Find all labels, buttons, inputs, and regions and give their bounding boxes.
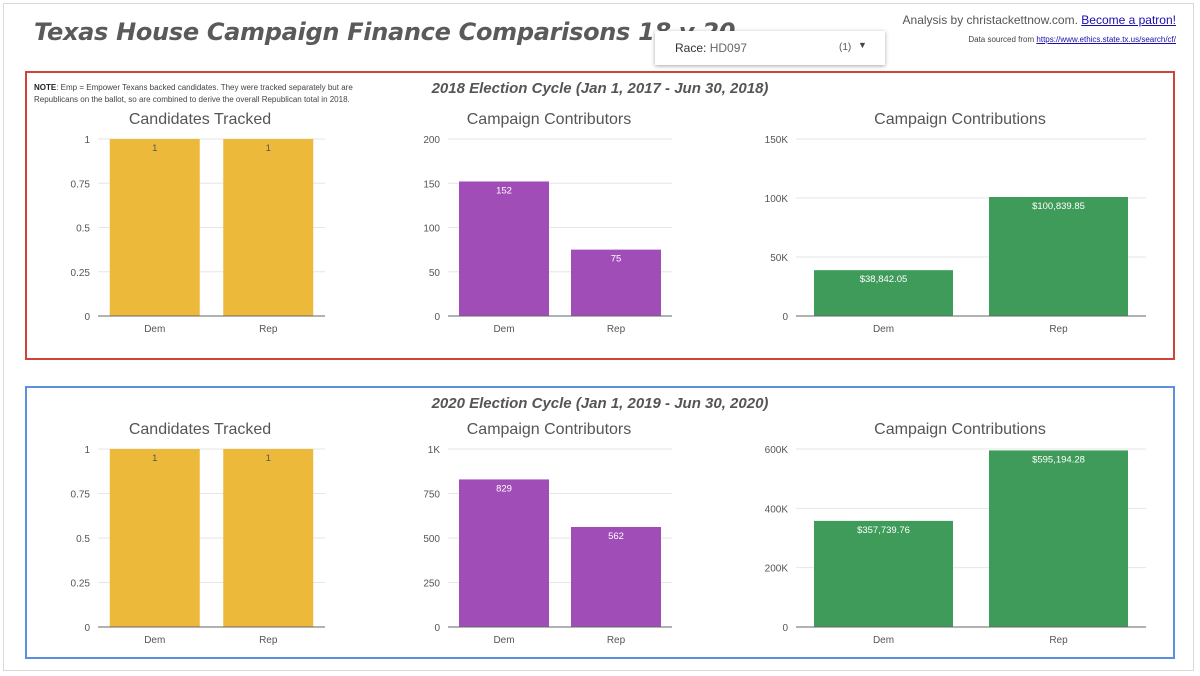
2018-candidates-tracked-bar-rep	[223, 139, 314, 316]
2020-campaign-contributions-x-tick-label-rep: Rep	[1049, 635, 1068, 646]
2018-candidates-tracked-y-tick-label: 0.25	[71, 268, 91, 279]
2018-campaign-contributors-bar-dem	[459, 181, 549, 316]
2018-campaign-contributors-x-tick-label-dem: Dem	[493, 324, 514, 335]
note-text: : Emp = Empower Texans backed candidates…	[34, 83, 353, 104]
2018-campaign-contributions-data-label-dem: $38,842.05	[860, 274, 908, 285]
2020-candidates-tracked-y-tick-label: 0.25	[71, 579, 91, 590]
2018-campaign-contributions-x-tick-label-dem: Dem	[873, 324, 894, 335]
2018-campaign-contributions-bar-dem	[814, 270, 953, 316]
2018-campaign-contributors-x-tick-label-rep: Rep	[607, 324, 626, 335]
report-title: Texas House Campaign Finance Comparisons…	[34, 18, 736, 46]
2020-candidates-tracked-bar-dem	[109, 449, 200, 627]
2018-campaign-contributors-y-tick-label: 150	[423, 179, 440, 190]
2020-campaign-contributors-x-tick-label-rep: Rep	[607, 635, 626, 646]
2020-candidates-tracked-bar-rep	[223, 449, 314, 627]
2020-candidates-tracked-y-tick-label: 0	[84, 623, 90, 634]
2020-campaign-contributions-bar-dem	[814, 520, 953, 627]
2018-campaign-contributions-bar-rep	[989, 197, 1128, 316]
race-filter-value: HD097	[709, 41, 748, 55]
2020-campaign-contributors-bar-dem	[459, 479, 549, 627]
2018-candidates-tracked-y-tick-label: 0.5	[76, 224, 90, 235]
source-text: Data sourced from	[968, 35, 1035, 44]
2018-campaign-contributors-y-tick-label: 0	[434, 312, 440, 323]
2020-candidates-tracked-y-tick-label: 0.5	[76, 534, 90, 545]
2020-campaign-contributors-bar-rep	[571, 526, 661, 627]
2020-campaign-contributors-y-tick-label: 750	[423, 490, 440, 501]
race-filter-dropdown[interactable]: Race: HD097 (1) ▼	[655, 31, 885, 65]
2020-campaign-contributions-y-tick-label: 200K	[765, 564, 789, 575]
chart-title-2020-contributors: Campaign Contributors	[466, 421, 632, 438]
2020-campaign-contributions-y-tick-label: 0	[782, 623, 788, 634]
cycle-2020-title: 2020 Election Cycle (Jan 1, 2019 - Jun 3…	[431, 395, 769, 412]
empower-note: NOTE: Emp = Empower Texans backed candid…	[34, 82, 384, 106]
2018-campaign-contributors-y-tick-label: 100	[423, 224, 440, 235]
2018-candidates-tracked-y-tick-label: 0	[84, 312, 90, 323]
2020-campaign-contributions-y-tick-label: 400K	[765, 504, 789, 515]
2020-candidates-tracked-data-label-rep: 1	[266, 453, 271, 464]
2020-candidates-tracked-data-label-dem: 1	[152, 453, 157, 464]
2020-campaign-contributions-data-label-rep: $595,194.28	[1032, 454, 1085, 465]
2018-candidates-tracked-y-tick-label: 1	[84, 135, 90, 146]
2018-campaign-contributions-x-tick-label-rep: Rep	[1049, 324, 1068, 335]
2018-campaign-contributions-data-label-rep: $100,839.85	[1032, 201, 1085, 212]
2018-campaign-contributions-y-tick-label: 100K	[765, 194, 789, 205]
chevron-down-icon[interactable]: ▼	[858, 40, 867, 50]
2018-campaign-contributions-y-tick-label: 50K	[770, 253, 788, 264]
2018-campaign-contributors-data-label-dem: 152	[496, 185, 512, 196]
note-label: NOTE	[34, 83, 57, 92]
analysis-credit: Analysis by christackettnow.com. Become …	[903, 13, 1176, 27]
2020-campaign-contributions-data-label-dem: $357,739.76	[857, 525, 910, 536]
patron-link[interactable]: Become a patron!	[1081, 13, 1176, 27]
2018-candidates-tracked-bar-dem	[109, 139, 200, 316]
2018-campaign-contributors-y-tick-label: 200	[423, 135, 440, 146]
cycle-2018-panel	[25, 71, 1175, 360]
2020-campaign-contributors-x-tick-label-dem: Dem	[493, 635, 514, 646]
2018-campaign-contributions-y-tick-label: 0	[782, 312, 788, 323]
analysis-text: Analysis by christackettnow.com.	[902, 13, 1078, 27]
2020-campaign-contributions-x-tick-label-dem: Dem	[873, 635, 894, 646]
2020-campaign-contributors-data-label-rep: 562	[608, 531, 624, 542]
chart-title-2020-candidates: Candidates Tracked	[128, 421, 272, 438]
cycle-2020-panel	[25, 386, 1175, 659]
2020-campaign-contributors-y-tick-label: 250	[423, 579, 440, 590]
race-filter-count: (1)	[839, 42, 852, 53]
2018-candidates-tracked-data-label-rep: 1	[266, 143, 271, 154]
2020-candidates-tracked-x-tick-label-dem: Dem	[144, 635, 165, 646]
2020-campaign-contributors-data-label-dem: 829	[496, 483, 512, 494]
chart-title-2018-candidates: Candidates Tracked	[128, 111, 272, 128]
2020-campaign-contributions-y-tick-label: 600K	[765, 445, 789, 456]
data-source: Data sourced from https://www.ethics.sta…	[968, 35, 1176, 44]
chart-title-2020-contributions: Campaign Contributions	[874, 421, 1046, 438]
2020-candidates-tracked-y-tick-label: 0.75	[71, 490, 91, 501]
2018-candidates-tracked-y-tick-label: 0.75	[71, 179, 91, 190]
2018-campaign-contributions-y-tick-label: 150K	[765, 135, 789, 146]
2020-campaign-contributors-y-tick-label: 500	[423, 534, 440, 545]
2020-campaign-contributors-y-tick-label: 1K	[428, 445, 441, 456]
source-link[interactable]: https://www.ethics.state.tx.us/search/cf…	[1036, 35, 1176, 44]
2018-campaign-contributors-bar-rep	[571, 249, 661, 316]
2018-candidates-tracked-data-label-dem: 1	[152, 143, 157, 154]
2018-campaign-contributors-y-tick-label: 50	[429, 268, 441, 279]
chart-title-2018-contributors: Campaign Contributors	[466, 111, 632, 128]
2020-candidates-tracked-x-tick-label-rep: Rep	[259, 635, 278, 646]
cycle-2018-title: 2018 Election Cycle (Jan 1, 2017 - Jun 3…	[431, 80, 769, 97]
2018-candidates-tracked-x-tick-label-rep: Rep	[259, 324, 278, 335]
2020-campaign-contributions-bar-rep	[989, 450, 1128, 627]
chart-title-2018-contributions: Campaign Contributions	[874, 111, 1046, 128]
2018-candidates-tracked-x-tick-label-dem: Dem	[144, 324, 165, 335]
race-filter-label: Race: HD097	[675, 41, 747, 55]
2018-campaign-contributors-data-label-rep: 75	[611, 254, 622, 265]
2020-candidates-tracked-y-tick-label: 1	[84, 445, 90, 456]
2020-campaign-contributors-y-tick-label: 0	[434, 623, 440, 634]
race-filter-label-text: Race:	[675, 41, 707, 55]
